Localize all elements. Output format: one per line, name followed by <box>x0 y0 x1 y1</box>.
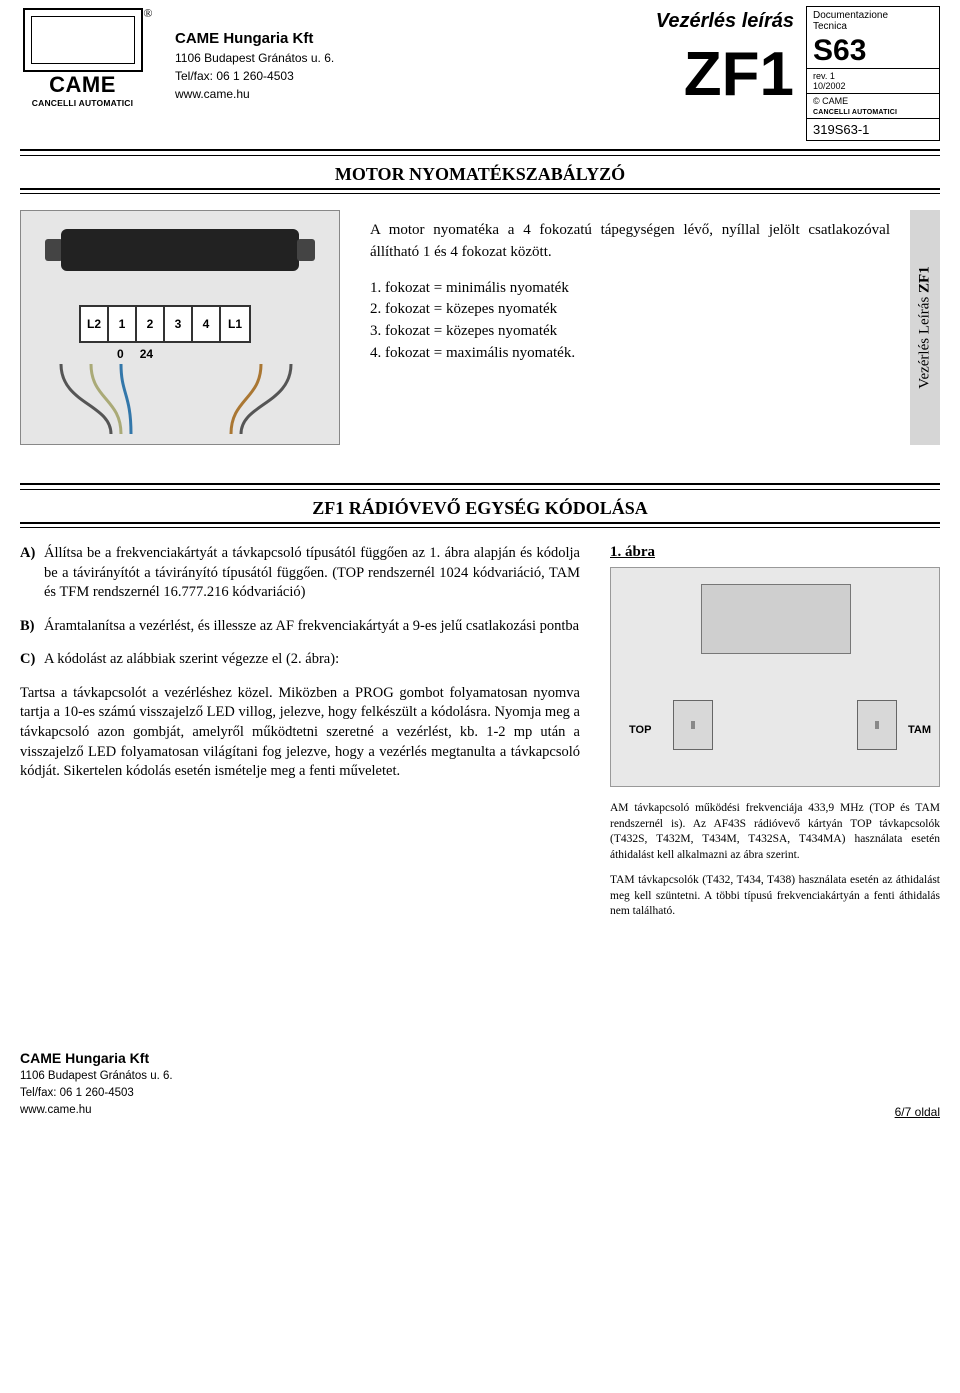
terminal: L2 <box>81 307 109 341</box>
docbox-code: S63 <box>807 32 939 68</box>
step-c-label: C) <box>20 650 44 670</box>
coding-instructions: A) Állítsa be a frekvenciakártyát a távk… <box>20 544 580 930</box>
wires-icon <box>51 364 311 434</box>
figure-note-1: AM távkapcsoló működési frekvenciája 433… <box>610 801 940 863</box>
torque-level-2: 2. fokozat = közepes nyomaték <box>370 299 890 321</box>
company-name: CAME Hungaria Kft <box>175 30 570 47</box>
page-footer: CAME Hungaria Kft 1106 Budapest Gránátos… <box>0 1050 960 1140</box>
side-tab: Vezérlés Leírás ZF1 <box>910 210 940 445</box>
company-tel: Tel/fax: 06 1 260-4503 <box>175 67 570 85</box>
footer-tel: Tel/fax: 06 1 260-4503 <box>20 1085 173 1102</box>
divider <box>20 527 940 528</box>
company-web: www.came.hu <box>175 85 570 103</box>
logo-subtitle: CANCELLI AUTOMATICI <box>32 98 133 108</box>
torque-description: A motor nyomatéka a 4 fokozatú tápegység… <box>370 210 890 365</box>
docbox-copyright: © CAME <box>813 96 848 106</box>
registered-mark: ® <box>143 6 152 21</box>
divider <box>20 193 940 194</box>
section-title-coding: ZF1 RÁDIÓVEVŐ EGYSÉG KÓDOLÁSA <box>20 492 940 524</box>
title-block: Vezérlés leírás ZF1 <box>580 0 800 141</box>
torque-level-1: 1. fokozat = minimális nyomaték <box>370 278 890 300</box>
divider <box>20 149 940 156</box>
page-header: ® CAME CANCELLI AUTOMATICI CAME Hungaria… <box>0 0 960 141</box>
company-info: CAME Hungaria Kft 1106 Budapest Gránátos… <box>155 0 580 141</box>
figure-column: 1. ábra TOP TAM AM távkapcsoló működési … <box>610 544 940 930</box>
fig-tam-label: TAM <box>908 724 931 736</box>
step-a-text: Állítsa be a frekvenciakártyát a távkapc… <box>44 544 580 603</box>
torque-intro: A motor nyomatéka a 4 fokozatú tápegység… <box>370 220 890 264</box>
figure-1: TOP TAM <box>610 567 940 787</box>
terminal: 3 <box>165 307 193 341</box>
company-address: 1106 Budapest Gránátos u. 6. <box>175 49 570 67</box>
section-title-torque: MOTOR NYOMATÉKSZABÁLYZÓ <box>20 158 940 190</box>
fig-top-label: TOP <box>629 724 651 736</box>
footer-address: 1106 Budapest Gránátos u. 6. <box>20 1068 173 1085</box>
docbox-brand-sub: CANCELLI AUTOMATICI <box>813 109 897 116</box>
terminal: 1 <box>109 307 137 341</box>
footer-company: CAME Hungaria Kft <box>20 1050 173 1066</box>
torque-level-3: 3. fokozat = közepes nyomaték <box>370 321 890 343</box>
step-c-text: A kódolást az alábbiak szerint végezze e… <box>44 650 580 670</box>
torque-level-4: 4. fokozat = maximális nyomaték. <box>370 343 890 365</box>
footer-web: www.came.hu <box>20 1102 173 1119</box>
logo-gate-icon <box>31 16 135 64</box>
terminal: 4 <box>193 307 221 341</box>
step-b-text: Áramtalanítsa a vezérlést, és illessze a… <box>44 617 580 637</box>
figure-note-2: TAM távkapcsolók (T432, T434, T438) hasz… <box>610 873 940 920</box>
terminal: 2 <box>137 307 165 341</box>
model-code: ZF1 <box>580 47 794 103</box>
divider <box>20 483 940 490</box>
terminal-sub-labels: 0 24 <box>117 347 153 361</box>
chip-tam-icon <box>857 700 897 750</box>
logo-frame: ® <box>23 8 143 72</box>
docbox-date: 10/2002 <box>813 81 846 91</box>
board-icon <box>701 584 851 654</box>
terminal: L1 <box>221 307 249 341</box>
page-number: 6/7 oldal <box>895 1105 940 1119</box>
docbox-rev: 1 <box>830 71 835 81</box>
coding-paragraph: Tartsa a távkapcsolót a vezérléshez köze… <box>20 684 580 782</box>
docbox-part-number: 319S63-1 <box>807 118 939 140</box>
docbox-doc-label: Documentazione <box>813 10 888 21</box>
logo-block: ® CAME CANCELLI AUTOMATICI <box>20 0 155 141</box>
torque-figure: L2 1 2 3 4 L1 0 24 <box>20 210 340 445</box>
step-b-label: B) <box>20 617 44 637</box>
doc-metadata-box: Documentazione Tecnica S63 rev. 1 10/200… <box>800 0 940 141</box>
step-a-label: A) <box>20 544 44 603</box>
terminal-strip: L2 1 2 3 4 L1 <box>79 305 251 343</box>
logo-brand: CAME <box>49 72 116 98</box>
docbox-tecnica: Tecnica <box>813 21 847 32</box>
docbox-rev-label: rev. <box>813 71 827 81</box>
doc-title: Vezérlés leírás <box>580 10 794 33</box>
figure-label: 1. ábra <box>610 544 940 561</box>
chip-top-icon <box>673 700 713 750</box>
